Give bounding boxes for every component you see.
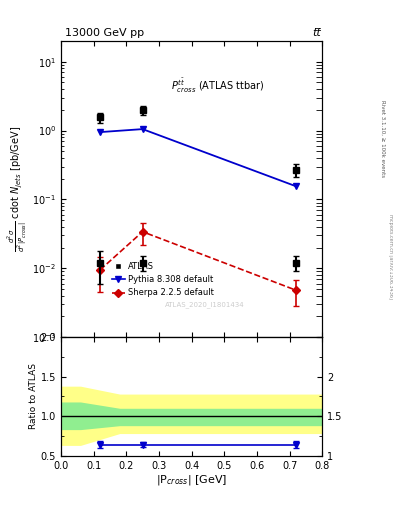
Text: Rivet 3.1.10, ≥ 100k events: Rivet 3.1.10, ≥ 100k events: [381, 100, 386, 177]
Y-axis label: $\frac{d^2\sigma}{d^2|P_{cross}|}\ \mathrm{cdot}\ N_{jets}\ \mathrm{[pb/GeV]}$: $\frac{d^2\sigma}{d^2|P_{cross}|}\ \math…: [6, 126, 29, 252]
Text: tt̅: tt̅: [313, 28, 321, 38]
Text: $P^{t\bar{t}}_{cross}$ (ATLAS ttbar): $P^{t\bar{t}}_{cross}$ (ATLAS ttbar): [171, 76, 264, 95]
Y-axis label: Ratio to ATLAS: Ratio to ATLAS: [29, 364, 38, 430]
Text: mcplots.cern.ch [arXiv:1306.3436]: mcplots.cern.ch [arXiv:1306.3436]: [388, 214, 393, 298]
Legend: ATLAS, Pythia 8.308 default, Sherpa 2.2.5 default: ATLAS, Pythia 8.308 default, Sherpa 2.2.…: [112, 262, 214, 297]
Text: ATLAS_2020_I1801434: ATLAS_2020_I1801434: [165, 301, 244, 308]
Text: 13000 GeV pp: 13000 GeV pp: [65, 28, 144, 38]
X-axis label: |P$_{cross}$| [GeV]: |P$_{cross}$| [GeV]: [156, 473, 227, 487]
